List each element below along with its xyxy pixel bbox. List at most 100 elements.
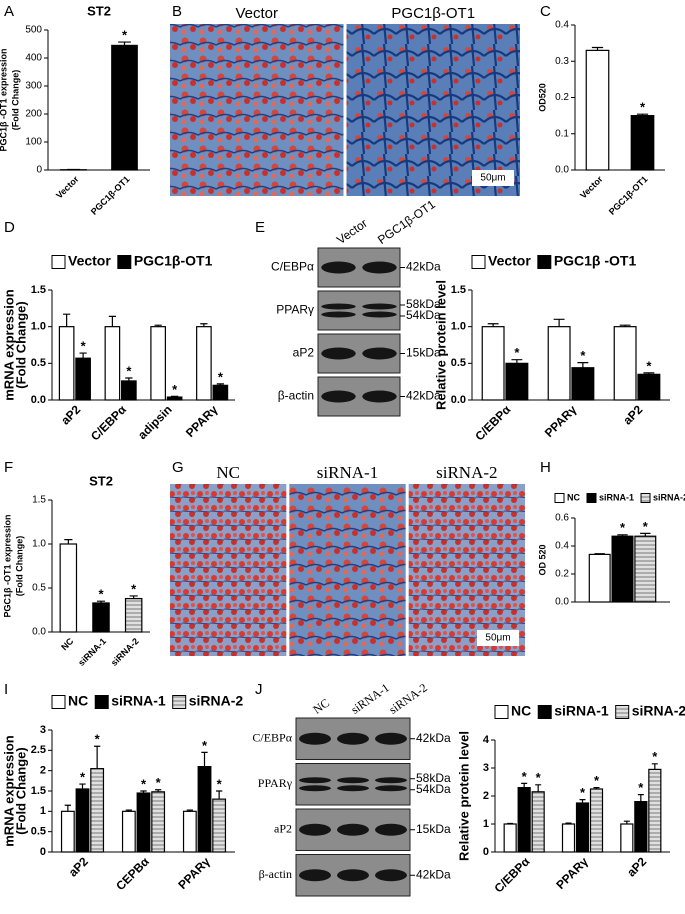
blot-band [321,390,356,403]
bar [505,362,529,401]
bar [575,802,590,853]
error-bar [140,790,147,794]
y-tick-label: 0 [40,846,46,858]
y-tick-label: 100 [25,137,42,148]
y-tick-label: 1 [483,818,489,830]
y-tick-label: 0.0 [32,627,46,638]
protein-label: PPARγ [258,776,293,790]
bar [196,326,212,401]
chart-title: ST2 [87,3,111,18]
significance-mark: * [81,339,87,354]
legend-swatch [172,695,187,709]
x-tick-label: adipsin [135,402,175,442]
error-bar [64,804,72,812]
blot-band [299,732,331,745]
significance-mark: * [580,785,586,800]
error-bar [125,809,133,812]
bar [503,823,517,853]
blot-band [362,390,397,403]
y-tick-label: 2 [483,790,489,802]
blot-band [337,869,369,882]
panel-letter: I [4,681,8,698]
blot-band [362,347,397,360]
protein-label: PPARγ [276,303,314,317]
bar [588,553,611,603]
x-tick-label: CEPBα [113,854,152,893]
y-tick-label: 0.5 [32,583,46,594]
blot-band [299,869,331,882]
legend-label: Vector [68,253,111,269]
x-tick-label: PGC1β-OT1 [607,174,650,217]
error-bar [154,789,162,792]
y-tick-label: 1.0 [32,539,46,550]
y-tick-label: 1.0 [451,321,466,333]
x-tick-label: PPARγ [175,854,213,892]
error-bar [617,534,628,537]
panel-letter: C [540,3,551,20]
blot-band [337,777,369,784]
bar [547,326,571,401]
blot-band [375,777,407,784]
legend-label: siRNA-2 [653,492,685,502]
legend-swatch [494,705,509,719]
significance-mark: * [131,581,137,596]
legend-swatch [615,705,630,719]
blot-strip [295,763,411,806]
y-axis-label: Relative protein level [456,731,471,861]
error-bar [591,46,604,51]
error-bar [636,113,649,116]
blot-band [362,303,397,310]
x-tick-label: PPARγ [542,402,580,440]
significance-mark: * [580,348,586,363]
legend-swatch [117,255,132,269]
y-tick-label: 0.2 [555,92,569,103]
blot-band [362,311,397,318]
blot-band [299,823,331,836]
error-bar [619,324,631,327]
y-tick-label: 0.0 [555,597,569,608]
legend-swatch [554,493,565,503]
error-bar [651,763,658,770]
image-label: siRNA-2 [436,463,497,482]
legend-swatch [471,255,486,269]
x-tick-label: siRNA-1 [76,636,108,668]
bar [212,798,227,853]
panel-letter: B [172,3,182,20]
error-bar [186,809,194,812]
panel-letter: J [255,681,263,698]
legend-swatch [51,255,66,269]
x-tick-label: PPARγ [553,854,591,892]
x-tick-label: C/EBPα [491,854,532,895]
legend-label: PGC1β -OT1 [554,253,637,269]
error-bar [593,787,600,789]
error-bar [594,553,605,555]
bar [531,791,545,853]
blot-band [299,777,331,784]
y-tick-label: 1.5 [32,495,46,506]
lane-label: Vector [334,216,370,247]
x-tick-label: C/EBPα [88,402,129,443]
y-tick-label: 1.0 [31,321,46,333]
legend-swatch [94,695,109,709]
error-bar [79,352,87,359]
lane-label: siRNA-1 [348,680,392,716]
significance-mark: * [646,358,652,373]
micrograph [346,24,520,196]
y-tick-label: 0.6 [555,513,569,524]
bar [58,326,75,401]
y-tick-label: 4 [483,734,490,746]
y-tick-label: 3 [483,762,489,774]
blot-band [375,732,407,745]
legend-label: NC [511,703,531,719]
x-tick-label: NC [59,636,76,653]
image-label: NC [216,463,240,482]
y-tick-label: 0.5 [31,826,46,838]
bar [648,768,662,853]
significance-mark: * [652,749,658,764]
x-tick-label: Vector [54,174,81,201]
y-tick-label: 400 [25,53,42,64]
x-tick-label: Vector [578,174,605,201]
panel-letter: F [4,459,13,476]
bar [136,792,151,853]
